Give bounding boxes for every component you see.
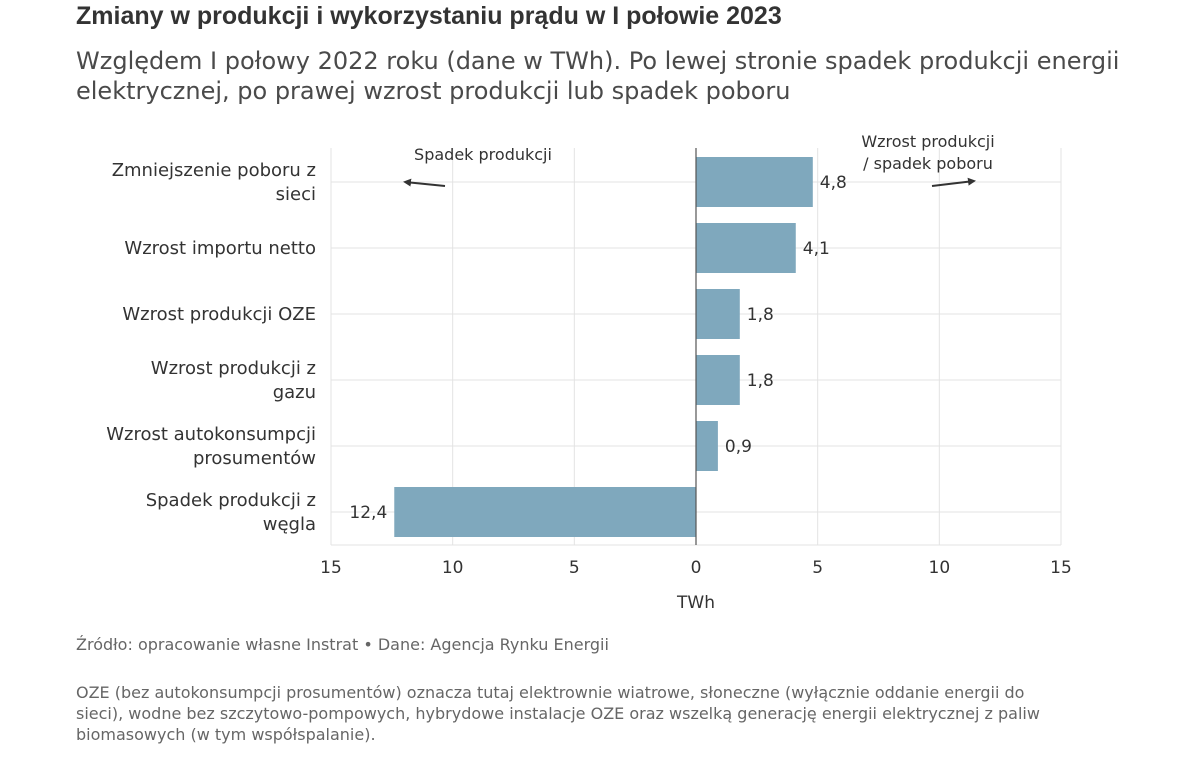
x-tick-label: 10	[442, 558, 464, 578]
category-label: Zmniejszenie poboru z	[112, 160, 316, 181]
category-label: Wzrost importu netto	[124, 238, 316, 259]
category-label: Wzrost produkcji z	[151, 358, 316, 379]
annotation-right-text: / spadek poboru	[863, 154, 993, 173]
category-label: prosumentów	[193, 448, 316, 469]
bar	[696, 157, 813, 207]
category-label: sieci	[276, 184, 316, 205]
data-label: 4,8	[820, 173, 847, 193]
annotations: Spadek produkcji Wzrost produkcji / spadek…	[403, 132, 995, 187]
annotation-left-text: Spadek produkcji	[414, 145, 552, 164]
data-label: 4,1	[803, 239, 830, 259]
footnote: OZE (bez autokonsumpcji prosumentów) ozn…	[76, 683, 1040, 744]
category-label: węgla	[263, 514, 316, 535]
category-label: Spadek produkcji z	[146, 490, 316, 511]
annotation-right-text: Wzrost produkcji	[861, 132, 994, 151]
category-label: Wzrost autokonsumpcji	[106, 424, 316, 445]
chart-subtitle: Względem I połowy 2022 roku (dane w TWh)…	[76, 47, 1120, 105]
data-label: 1,8	[747, 371, 774, 391]
category-label: Wzrost produkcji OZE	[122, 304, 316, 325]
bar	[394, 487, 696, 537]
bar	[696, 223, 796, 273]
x-tick-label: 0	[691, 558, 702, 578]
chart-title: Zmiany w produkcji i wykorzystaniu prądu…	[76, 2, 782, 30]
bar	[696, 289, 740, 339]
x-tick-label: 10	[929, 558, 951, 578]
x-tick-label: 15	[320, 558, 342, 578]
x-tick-label: 5	[569, 558, 580, 578]
bar	[696, 355, 740, 405]
arrow-left-icon	[403, 178, 446, 187]
bar	[696, 421, 718, 471]
data-label: 0,9	[725, 437, 752, 457]
data-label: 12,4	[349, 503, 387, 523]
x-tick-label: 5	[812, 558, 823, 578]
source-note: Źródło: opracowanie własne Instrat • Dan…	[76, 635, 609, 654]
x-tick-label: 15	[1050, 558, 1072, 578]
data-label: 1,8	[747, 305, 774, 325]
arrow-right-icon	[931, 177, 976, 187]
bar-chart: 4,8 Zmniejszenie poboru z sieci 4,1 Wzrost i…	[106, 132, 1072, 613]
x-axis-title: TWh	[676, 593, 715, 613]
labels: 4,8 Zmniejszenie poboru z sieci 4,1 Wzrost i…	[106, 160, 1072, 578]
bars	[394, 157, 813, 537]
category-label: gazu	[273, 382, 316, 403]
